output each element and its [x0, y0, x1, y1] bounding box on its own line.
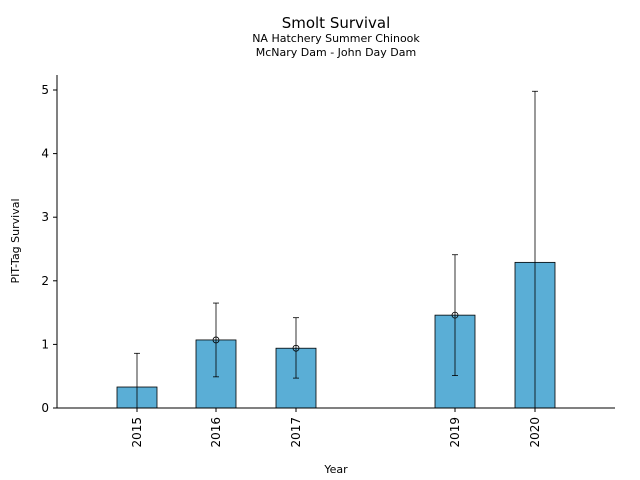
y-tick-label: 5 [41, 83, 49, 97]
point-marker [451, 311, 459, 319]
y-tick-label: 4 [41, 147, 49, 161]
x-tick-label: 2017 [289, 417, 303, 448]
x-tick-label: 2016 [209, 417, 223, 448]
point-marker [292, 344, 300, 352]
chart-subtitle-line-2: McNary Dam - John Day Dam [256, 46, 416, 59]
x-tick-label: 2020 [528, 417, 542, 448]
chart-subtitle-line-1: NA Hatchery Summer Chinook [252, 32, 420, 45]
plot-area: 0 1 2 3 4 5 2015 2016 2017 2019 2020 [41, 83, 556, 448]
y-tick-label: 0 [41, 401, 49, 415]
y-tick-label: 3 [41, 210, 49, 224]
x-tick-label: 2019 [448, 417, 462, 448]
point-marker [212, 336, 220, 344]
y-axis-label: PIT-Tag Survival [9, 198, 22, 283]
y-tick-label: 2 [41, 274, 49, 288]
y-tick-label: 1 [41, 337, 49, 351]
x-tick-label: 2015 [130, 417, 144, 448]
chart-title: Smolt Survival [282, 14, 391, 32]
x-axis-label: Year [323, 463, 348, 476]
